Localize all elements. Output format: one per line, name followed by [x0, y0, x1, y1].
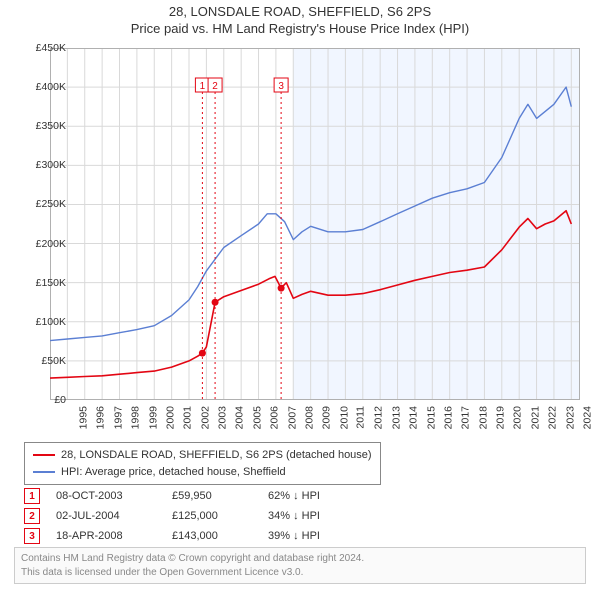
legend-label-property: 28, LONSDALE ROAD, SHEFFIELD, S6 2PS (de… — [61, 447, 372, 464]
xtick-label: 2024 — [581, 406, 593, 429]
xtick-label: 2001 — [182, 406, 194, 429]
xtick-label: 1995 — [77, 406, 89, 429]
xtick-label: 2003 — [216, 406, 228, 429]
ytick-label: £450K — [20, 42, 66, 54]
ytick-label: £150K — [20, 277, 66, 289]
footer-line-1: Contains HM Land Registry data © Crown c… — [21, 552, 579, 566]
legend-label-hpi: HPI: Average price, detached house, Shef… — [61, 464, 286, 481]
legend-item-hpi: HPI: Average price, detached house, Shef… — [33, 464, 372, 481]
svg-text:1: 1 — [200, 81, 206, 92]
xtick-label: 2023 — [564, 406, 576, 429]
transaction-date-3: 18-APR-2008 — [56, 530, 156, 542]
line-chart-svg: 12 3 — [50, 48, 580, 400]
xtick-label: 2000 — [164, 406, 176, 429]
xtick-label: 2021 — [529, 406, 541, 429]
xtick-label: 1999 — [147, 406, 159, 429]
marker-badge-2: 2 — [24, 508, 40, 524]
ytick-label: £200K — [20, 238, 66, 250]
xtick-label: 2004 — [234, 406, 246, 429]
licence-footer: Contains HM Land Registry data © Crown c… — [14, 547, 586, 584]
svg-text:3: 3 — [278, 81, 284, 92]
transaction-price-3: £143,000 — [172, 530, 252, 542]
ytick-label: £250K — [20, 198, 66, 210]
xtick-label: 2007 — [286, 406, 298, 429]
ytick-label: £350K — [20, 120, 66, 132]
legend-item-property: 28, LONSDALE ROAD, SHEFFIELD, S6 2PS (de… — [33, 447, 372, 464]
xtick-label: 2011 — [355, 406, 367, 429]
xtick-label: 2019 — [494, 406, 506, 429]
footer-line-2: This data is licensed under the Open Gov… — [21, 566, 579, 580]
xtick-label: 2009 — [321, 406, 333, 429]
transaction-date-1: 08-OCT-2003 — [56, 490, 156, 502]
transaction-table: 1 08-OCT-2003 £59,950 62% ↓ HPI 2 02-JUL… — [24, 486, 378, 546]
xtick-label: 2012 — [373, 406, 385, 429]
legend-swatch-hpi — [33, 471, 55, 473]
ytick-label: £50K — [20, 355, 66, 367]
transaction-price-2: £125,000 — [172, 510, 252, 522]
xtick-label: 1996 — [95, 406, 107, 429]
chart-area: 12 3 — [50, 48, 580, 400]
ytick-label: £0 — [20, 394, 66, 406]
transaction-hpi-1: 62% ↓ HPI — [268, 490, 378, 502]
xtick-label: 2016 — [442, 406, 454, 429]
xtick-label: 2013 — [390, 406, 402, 429]
marker-badge-1: 1 — [24, 488, 40, 504]
transaction-hpi-2: 34% ↓ HPI — [268, 510, 378, 522]
xtick-label: 2020 — [512, 406, 524, 429]
xtick-label: 1997 — [112, 406, 124, 429]
xtick-label: 2005 — [251, 406, 263, 429]
transaction-hpi-3: 39% ↓ HPI — [268, 530, 378, 542]
xtick-label: 2015 — [425, 406, 437, 429]
xtick-label: 2002 — [199, 406, 211, 429]
chart-title-block: 28, LONSDALE ROAD, SHEFFIELD, S6 2PS Pri… — [0, 0, 600, 38]
marker-badge-3: 3 — [24, 528, 40, 544]
legend: 28, LONSDALE ROAD, SHEFFIELD, S6 2PS (de… — [24, 442, 381, 485]
transaction-date-2: 02-JUL-2004 — [56, 510, 156, 522]
xtick-label: 2010 — [338, 406, 350, 429]
title-line-1: 28, LONSDALE ROAD, SHEFFIELD, S6 2PS — [0, 4, 600, 21]
ytick-label: £100K — [20, 316, 66, 328]
transaction-row-3: 3 18-APR-2008 £143,000 39% ↓ HPI — [24, 526, 378, 546]
ytick-label: £400K — [20, 81, 66, 93]
xtick-label: 2017 — [460, 406, 472, 429]
transaction-row-1: 1 08-OCT-2003 £59,950 62% ↓ HPI — [24, 486, 378, 506]
ytick-label: £300K — [20, 159, 66, 171]
xtick-label: 2008 — [303, 406, 315, 429]
svg-text:2: 2 — [212, 81, 218, 92]
transaction-price-1: £59,950 — [172, 490, 252, 502]
legend-swatch-property — [33, 454, 55, 456]
xtick-label: 1998 — [129, 406, 141, 429]
xtick-label: 2014 — [408, 406, 420, 429]
title-line-2: Price paid vs. HM Land Registry's House … — [0, 21, 600, 38]
xtick-label: 2018 — [477, 406, 489, 429]
xtick-label: 2022 — [547, 406, 559, 429]
transaction-row-2: 2 02-JUL-2004 £125,000 34% ↓ HPI — [24, 506, 378, 526]
xtick-label: 2006 — [269, 406, 281, 429]
